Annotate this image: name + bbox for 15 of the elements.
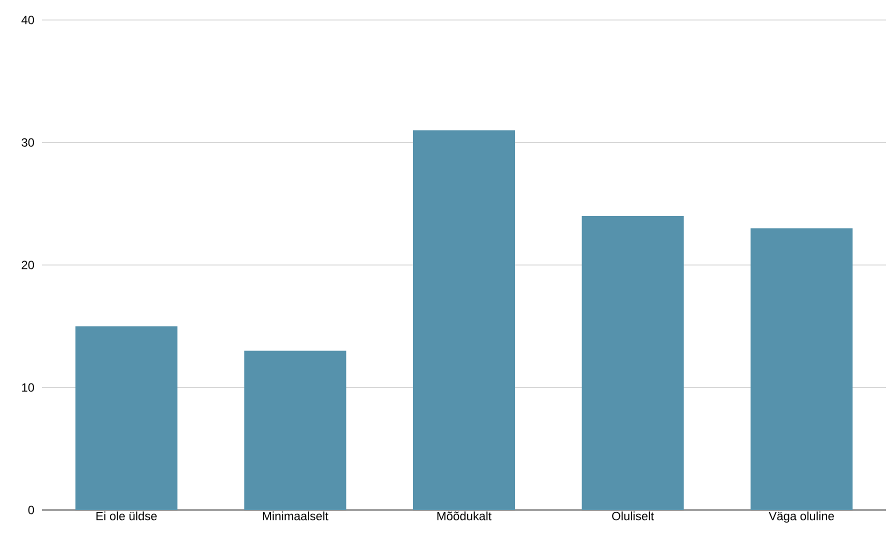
x-tick-label: Väga oluline (768, 512, 834, 523)
x-tick-label: Minimaalselt (262, 512, 328, 520)
bar (413, 130, 516, 510)
y-tick-label: 0 (28, 506, 34, 514)
bar (75, 326, 178, 510)
bar (750, 228, 853, 510)
x-tick-label: Oluliselt (612, 512, 654, 520)
y-tick-label: 10 (22, 383, 34, 392)
bar (244, 350, 346, 510)
y-tick-label: 30 (22, 138, 34, 147)
x-tick-label: Mõõdukalt (437, 512, 492, 520)
x-tick-label: Ei ole üldse (96, 512, 157, 520)
y-tick-label: 20 (22, 260, 34, 270)
bar (582, 216, 684, 510)
y-tick-label: 40 (21, 16, 34, 24)
